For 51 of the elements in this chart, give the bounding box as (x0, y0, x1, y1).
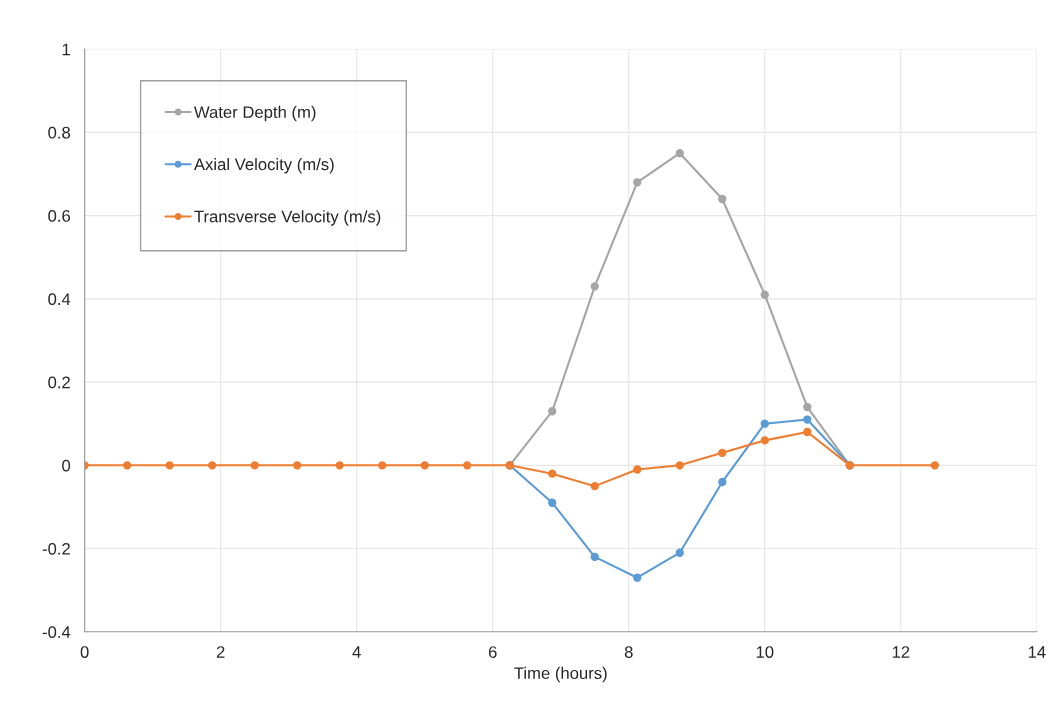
point (930, 461, 939, 470)
point (590, 552, 599, 562)
point (718, 477, 727, 487)
point (548, 498, 557, 507)
point (675, 548, 684, 557)
y-tick-label: -0.2 (42, 542, 70, 555)
point (803, 415, 812, 424)
y-tick-label: 0.2 (48, 376, 70, 389)
point (760, 419, 769, 428)
y-tick-label: 0.6 (48, 210, 71, 222)
x-tick-label: 6 (488, 646, 497, 658)
point (675, 461, 684, 470)
x-axis-title: Time (hours) (514, 666, 607, 683)
y-tick-label: -0.4 (42, 626, 71, 638)
point (250, 461, 259, 470)
x-tick-label: 2 (216, 646, 225, 658)
point (760, 436, 769, 445)
point (590, 481, 599, 491)
point (208, 461, 217, 470)
legend-label: Transverse Velocity (m/s) (194, 210, 381, 226)
x-tick-label: 0 (80, 646, 89, 658)
point (633, 465, 642, 474)
point (803, 427, 812, 437)
point (420, 461, 429, 470)
point (293, 461, 302, 470)
y-tick-label: 0.4 (48, 293, 71, 306)
x-tick-label: 4 (352, 646, 361, 658)
x-tick-label: 8 (624, 646, 633, 658)
point (590, 282, 599, 291)
point (675, 149, 684, 158)
point (803, 402, 812, 412)
point (335, 461, 344, 470)
x-tick-label: 10 (756, 646, 774, 658)
y-tick-label: 0 (62, 459, 71, 472)
y-tick-label: 1 (62, 43, 70, 56)
x-tick-label: 14 (1028, 646, 1046, 658)
point (760, 290, 769, 299)
point (633, 178, 642, 187)
legend-label: Axial Velocity (m/s) (193, 157, 334, 174)
point (718, 194, 727, 204)
point (548, 407, 557, 416)
x-tick-label: 12 (892, 646, 910, 658)
legend-label: Water Depth (m) (193, 105, 316, 122)
point (165, 461, 174, 470)
y-tick-label: 0.8 (48, 126, 71, 139)
point (718, 448, 727, 458)
point (122, 461, 132, 470)
point (378, 461, 387, 470)
point (548, 469, 557, 478)
point (633, 573, 642, 582)
point (463, 461, 472, 470)
